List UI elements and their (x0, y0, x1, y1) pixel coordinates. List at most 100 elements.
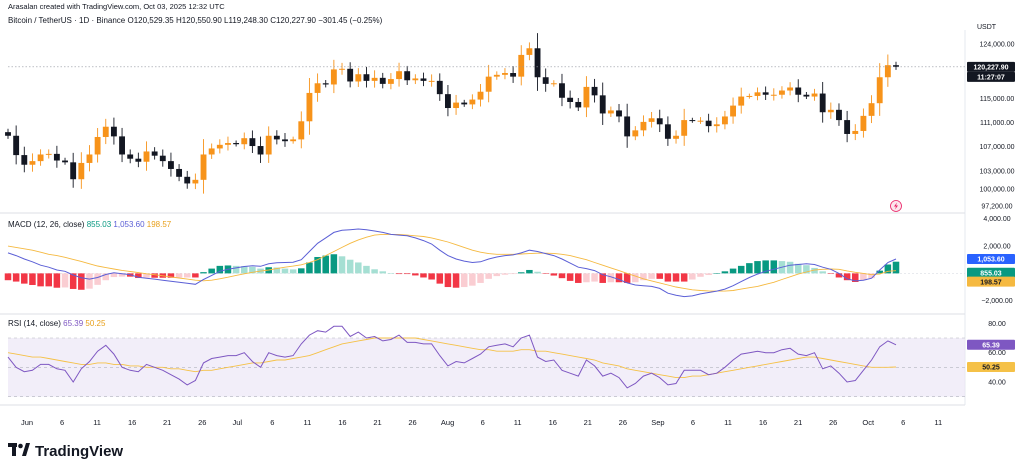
candle-body (697, 120, 704, 122)
rsi-lines[interactable] (7, 325, 965, 397)
symbol-name[interactable]: Bitcoin / TetherUS · 1D · Binance (8, 16, 126, 25)
macd-histogram-bar (632, 273, 639, 283)
axis-tick-label: 97,200.00 (981, 203, 1012, 210)
time-tick-label: 16 (338, 418, 346, 427)
candle-body (53, 153, 60, 161)
axis-tick-label: 4,000.00 (983, 216, 1010, 223)
brand-name: TradingView (35, 443, 124, 460)
macd-histogram-bar (803, 265, 810, 274)
candle-body (428, 80, 435, 82)
candle-body (70, 162, 77, 180)
candle-body (314, 83, 321, 93)
candle-body (803, 94, 810, 97)
macd-title[interactable]: MACD (12, 26, close) (8, 220, 85, 229)
candle-body (583, 86, 590, 108)
candle-body (860, 115, 867, 131)
candle-body (233, 143, 240, 145)
candle-body (567, 97, 574, 102)
credit-line: Arasalan created with TradingView.com, O… (8, 2, 225, 11)
price-candles[interactable] (5, 33, 965, 194)
tradingview-logo-icon (8, 443, 30, 460)
macd-histogram-bar (860, 273, 867, 281)
macd-histogram-bar (387, 273, 395, 274)
macd-signal-value: 198.57 (146, 220, 172, 229)
candle-body (379, 77, 386, 84)
macd-histogram-bar (615, 273, 623, 283)
candle-body (770, 94, 777, 96)
macd-histogram-bar (4, 273, 12, 281)
candle-body (192, 179, 199, 184)
candle-body (412, 78, 419, 81)
macd-histogram-bar (208, 268, 215, 274)
macd-hist-value: 855.03 (86, 220, 112, 229)
macd-histogram-bar (12, 273, 20, 282)
candle-body (632, 130, 639, 137)
macd-histogram-bar (583, 273, 590, 283)
currency-label: USDT (977, 24, 997, 31)
candle-body (208, 148, 215, 155)
candle-body (893, 65, 899, 67)
countdown-flag: 11:27:07 (977, 74, 1005, 81)
candle-body (282, 139, 288, 142)
macd-histogram-bar (852, 273, 859, 282)
candle-body (94, 136, 101, 155)
tradingview-brand[interactable]: TradingView (8, 443, 123, 460)
candle-body (290, 139, 297, 142)
time-tick-label: Oct (862, 418, 875, 427)
macd-histogram-bar (436, 273, 444, 284)
candle-body (453, 102, 460, 109)
macd-histogram-bar (306, 262, 313, 274)
time-tick-label: 6 (481, 418, 485, 427)
candle-body (225, 143, 231, 145)
candle-body (176, 168, 183, 177)
candle-body (713, 124, 720, 127)
macd-histogram-bar (509, 273, 517, 275)
macd-histogram-bar (770, 260, 778, 274)
candle-body (616, 110, 622, 117)
candle-body (681, 120, 688, 136)
candle-body (257, 146, 264, 155)
candle-body (306, 92, 313, 122)
macd-lines[interactable] (7, 228, 897, 298)
macd-histogram-bar (395, 273, 403, 275)
macd-histogram-bar (167, 273, 175, 278)
candle-body (461, 102, 468, 105)
macd-histogram-bar (729, 268, 737, 274)
macd-histogram-bar (697, 273, 704, 277)
macd-histogram[interactable] (4, 254, 965, 290)
macd-histogram-bar (566, 273, 574, 281)
candle-body (200, 154, 207, 180)
candle-body (502, 73, 508, 75)
macd-histogram-bar (876, 270, 883, 274)
macd-histogram-bar (151, 273, 158, 278)
macd-histogram-bar (501, 273, 509, 275)
candle-body (518, 54, 525, 77)
change-value: −301.45 (−0.25%) (318, 16, 383, 25)
time-tick-label: Jul (233, 418, 243, 427)
candle-body (868, 103, 875, 116)
price-axis: 124,000.00 115,000.00 111,000.00 107,000.00… (979, 42, 1014, 387)
rsi-title[interactable]: RSI (14, close) (8, 319, 61, 328)
rsi-ma-value-flag: 50.25 (982, 365, 1000, 372)
candle-body (550, 83, 557, 85)
candle-body (444, 94, 451, 109)
candle-body (827, 109, 834, 113)
candle-body (127, 154, 134, 159)
candle-body (159, 155, 166, 162)
rsi-value-flag: 65.39 (982, 342, 1000, 349)
macd-histogram-bar (118, 273, 126, 277)
macd-histogram-bar (746, 263, 753, 274)
axis-tick-label: 60.00 (988, 350, 1006, 357)
macd-histogram-bar (672, 273, 680, 282)
time-tick-label: 6 (691, 418, 695, 427)
macd-histogram-bar (819, 271, 826, 274)
time-tick-label: Sep (651, 418, 664, 427)
candle-body (330, 69, 337, 85)
rsi-line (7, 325, 897, 389)
macd-histogram-bar (273, 267, 281, 274)
candle-body (648, 118, 655, 122)
macd-histogram-bar (607, 273, 615, 283)
macd-histogram-bar (338, 256, 346, 274)
macd-histogram-bar (200, 272, 207, 274)
